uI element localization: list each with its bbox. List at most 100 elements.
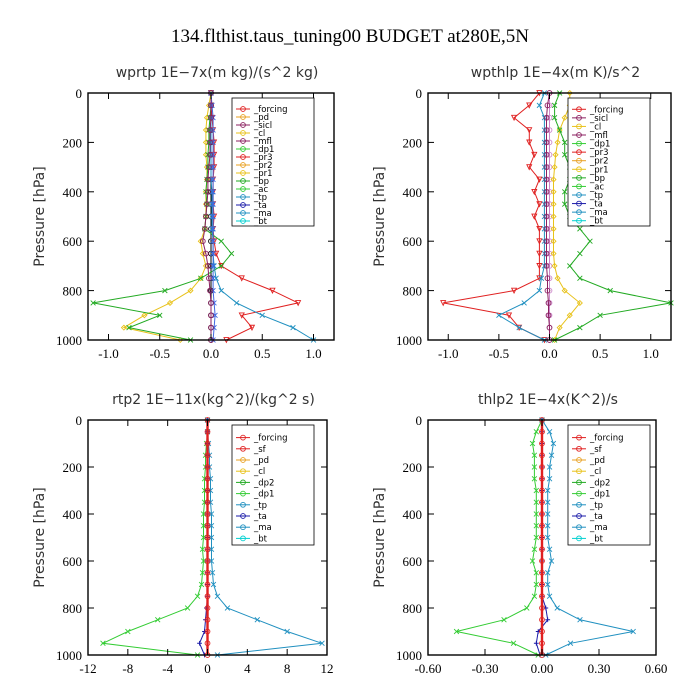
legend-entry: _bp xyxy=(572,174,605,184)
x-tick-label: 0.30 xyxy=(588,661,611,676)
panel-1: wprtp 1E−7x(m kg)/(s^2 kg) Pressure [hPa]… xyxy=(32,65,335,361)
legend-marker xyxy=(576,479,582,486)
legend-marker xyxy=(240,535,246,542)
x-tick-label: -0.5 xyxy=(149,346,170,361)
data-point xyxy=(204,511,211,517)
legend-entry: _cl xyxy=(572,467,601,477)
y-tick-label: 200 xyxy=(63,135,83,150)
legend-entry: _ac xyxy=(572,182,604,192)
data-point xyxy=(533,581,540,588)
data-point xyxy=(544,102,551,109)
legend-entry: _cl xyxy=(572,122,601,132)
legend-label: _cl xyxy=(589,467,601,477)
legend-entry: _ta xyxy=(236,201,267,211)
legend-label: _pd xyxy=(253,456,269,466)
data-point xyxy=(210,176,216,183)
data-point xyxy=(543,263,550,269)
legend-marker xyxy=(240,501,246,508)
series-tp xyxy=(539,417,636,658)
legend-marker xyxy=(576,140,582,147)
legend-marker xyxy=(240,479,246,486)
legend-label: _ma xyxy=(253,209,272,219)
data-point xyxy=(539,534,545,541)
data-point xyxy=(204,558,211,564)
legend-label: _bp xyxy=(253,177,269,187)
data-point xyxy=(539,569,545,576)
x-tick-label: -12 xyxy=(79,661,96,676)
legend-entry: _dp1 xyxy=(236,145,274,155)
data-point xyxy=(238,312,245,319)
data-point xyxy=(536,263,543,270)
y-tick-label: 1000 xyxy=(396,648,422,663)
data-point xyxy=(210,275,216,281)
panel-title: thlp2 1E−4x(K^2)/s xyxy=(478,392,618,408)
legend-entry: _pd xyxy=(236,456,269,466)
legend-marker xyxy=(576,115,582,121)
data-point xyxy=(544,570,551,576)
data-point xyxy=(587,238,593,244)
legend-marker xyxy=(240,186,246,192)
data-point xyxy=(550,213,557,220)
data-point xyxy=(561,287,568,294)
data-point xyxy=(566,89,573,97)
data-point xyxy=(259,312,265,319)
legend-entry: _ma xyxy=(236,209,272,219)
y-tick-label: 800 xyxy=(403,284,423,299)
legend-marker xyxy=(576,200,582,207)
legend-entry: _ma xyxy=(236,523,272,533)
legend-marker xyxy=(240,162,246,168)
data-point xyxy=(550,250,557,257)
legend-label: _dp1 xyxy=(589,140,610,150)
data-point xyxy=(126,324,132,331)
legend-label: _ac xyxy=(589,182,604,192)
legend-marker xyxy=(576,513,582,519)
data-point xyxy=(199,250,206,257)
legend-label: _forcing xyxy=(253,434,288,444)
panel-4: thlp2 1E−4x(K^2)/s Pressure [hPa] -0.60 -0.… xyxy=(372,392,667,676)
legend-label: _dp1 xyxy=(253,490,274,500)
legend-entry: _tp xyxy=(236,193,267,203)
legend-entry: _tp xyxy=(572,191,603,201)
data-point xyxy=(208,114,214,121)
data-point xyxy=(319,640,325,646)
legend-marker xyxy=(576,524,582,531)
x-tick-label: -0.60 xyxy=(414,661,441,676)
legend-label: _tp xyxy=(253,193,267,203)
data-point xyxy=(543,226,550,232)
series-tp xyxy=(496,90,548,343)
data-point xyxy=(554,275,561,282)
legend-marker xyxy=(240,457,246,463)
data-point xyxy=(202,226,208,232)
data-point xyxy=(206,164,212,170)
legend-entry: _dp2 xyxy=(236,478,274,488)
data-point xyxy=(194,593,201,599)
data-point xyxy=(205,188,211,195)
data-point xyxy=(214,593,221,599)
series-line xyxy=(456,419,543,656)
data-point xyxy=(501,617,507,623)
legend-marker xyxy=(576,535,582,542)
y-axis-label: Pressure [hPa] xyxy=(372,166,388,266)
data-point xyxy=(204,499,211,506)
legend-label: _pr3 xyxy=(253,153,273,163)
data-point xyxy=(544,581,551,588)
legend-entry: _cl xyxy=(236,467,265,477)
y-axis-label: Pressure [hPa] xyxy=(32,487,48,587)
series-line xyxy=(101,420,208,656)
legend-label: _bt xyxy=(589,217,604,227)
data-point xyxy=(204,616,211,623)
data-point xyxy=(577,324,583,331)
legend-label: _tp xyxy=(589,191,603,201)
data-point xyxy=(204,487,211,494)
data-point xyxy=(531,593,538,599)
x-tick-label: -1.0 xyxy=(438,346,459,361)
data-point xyxy=(208,511,215,517)
data-point xyxy=(141,312,148,319)
legend-marker xyxy=(576,157,582,164)
data-point xyxy=(526,164,533,171)
data-point xyxy=(211,263,217,269)
series-line xyxy=(202,93,212,340)
data-point xyxy=(539,616,545,623)
data-point xyxy=(544,523,551,529)
legend-entry: _pr1 xyxy=(236,169,273,179)
